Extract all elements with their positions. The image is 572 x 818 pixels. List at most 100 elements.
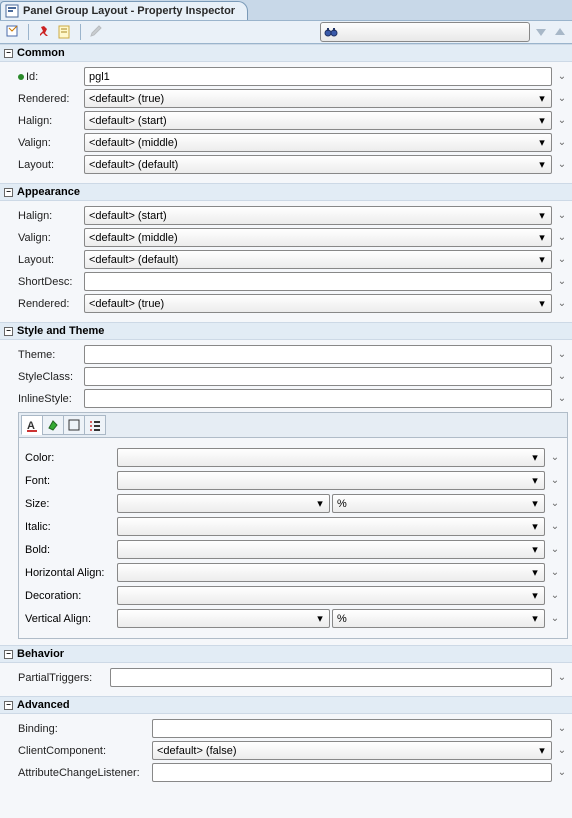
chevron-down-icon: ▾ [535,253,549,267]
flyout-icon[interactable]: ⌄ [556,137,568,148]
flyout-icon[interactable]: ⌄ [549,521,561,532]
combo-layout[interactable]: <default> (default)▾ [84,155,552,174]
collapse-icon[interactable]: − [4,49,13,58]
flyout-icon[interactable]: ⌄ [556,298,568,309]
flyout-icon[interactable]: ⌄ [556,672,568,683]
style-tab-box[interactable] [63,415,85,435]
pin-icon[interactable] [35,23,53,41]
flyout-icon[interactable]: ⌄ [556,371,568,382]
style-tab-font[interactable]: A [21,415,43,435]
section-header-advanced[interactable]: − Advanced [0,696,572,714]
section-header-behavior[interactable]: − Behavior [0,645,572,663]
separator [28,24,29,40]
flyout-icon[interactable]: ⌄ [556,71,568,82]
label-rendered: Rendered: [18,298,80,310]
pencil-icon[interactable] [87,23,105,41]
input-shortdesc[interactable] [84,272,552,291]
edit-icon[interactable] [4,23,22,41]
combo-halign[interactable]: <default> (start)▾ [84,111,552,130]
combo-color[interactable]: ▾ [117,448,545,467]
combo-rendered[interactable]: <default> (true)▾ [84,294,552,313]
section-body-behavior: PartialTriggers: ⌄ [0,663,572,696]
flyout-icon[interactable]: ⌄ [549,475,561,486]
tab-title: Panel Group Layout - Property Inspector [23,5,235,17]
flyout-icon[interactable]: ⌄ [549,544,561,555]
label-color: Color: [25,452,113,464]
style-tab-list[interactable] [84,415,106,435]
flyout-icon[interactable]: ⌄ [549,498,561,509]
chevron-down-icon: ▾ [528,543,542,557]
input-attrchange[interactable] [152,763,552,782]
search-box[interactable] [320,22,530,42]
property-inspector-panel: Panel Group Layout - Property Inspector [0,0,572,818]
collapse-icon[interactable]: − [4,327,13,336]
flyout-icon[interactable]: ⌄ [556,767,568,778]
flyout-icon[interactable]: ⌄ [556,393,568,404]
toolbar [0,20,572,44]
combo-valign[interactable]: <default> (middle)▾ [84,133,552,152]
section-header-appearance[interactable]: − Appearance [0,183,572,201]
input-binding[interactable] [152,719,552,738]
flyout-icon[interactable]: ⌄ [556,349,568,360]
flyout-icon[interactable]: ⌄ [556,115,568,126]
style-tab-background[interactable] [42,415,64,435]
note-icon[interactable] [56,23,74,41]
flyout-icon[interactable]: ⌄ [549,567,561,578]
flyout-icon[interactable]: ⌄ [556,210,568,221]
label-italic: Italic: [25,521,113,533]
section-body-style: Theme: ⌄ StyleClass: ⌄ InlineStyle: ⌄ A [0,340,572,645]
content-area: − Common Id: pgl1 ⌄ Rendered: <default> … [0,44,572,818]
chevron-down-icon: ▾ [313,612,327,626]
flyout-icon[interactable]: ⌄ [556,159,568,170]
combo-valign-value[interactable]: ▾ [117,609,330,628]
label-id: Id: [18,71,80,83]
combo-layout[interactable]: <default> (default)▾ [84,250,552,269]
label-rendered: Rendered: [18,93,80,105]
combo-rendered[interactable]: <default> (true)▾ [84,89,552,108]
flyout-icon[interactable]: ⌄ [549,613,561,624]
down-arrow-icon[interactable] [533,24,549,40]
up-arrow-icon[interactable] [552,24,568,40]
combo-halign[interactable]: ▾ [117,563,545,582]
combo-size-unit[interactable]: %▾ [332,494,545,513]
combo-decoration[interactable]: ▾ [117,586,545,605]
label-partialtriggers: PartialTriggers: [18,672,106,684]
flyout-icon[interactable]: ⌄ [549,590,561,601]
input-partialtriggers[interactable] [110,668,552,687]
combo-halign[interactable]: <default> (start)▾ [84,206,552,225]
flyout-icon[interactable]: ⌄ [556,232,568,243]
label-halign: Halign: [18,115,80,127]
combo-valign-unit[interactable]: %▾ [332,609,545,628]
input-styleclass[interactable] [84,367,552,386]
flyout-icon[interactable]: ⌄ [556,254,568,265]
combo-valign[interactable]: <default> (middle)▾ [84,228,552,247]
chevron-down-icon: ▾ [528,520,542,534]
section-header-style[interactable]: − Style and Theme [0,322,572,340]
chevron-down-icon: ▾ [535,136,549,150]
flyout-icon[interactable]: ⌄ [556,276,568,287]
collapse-icon[interactable]: − [4,650,13,659]
combo-font[interactable]: ▾ [117,471,545,490]
flyout-icon[interactable]: ⌄ [556,93,568,104]
combo-italic[interactable]: ▾ [117,517,545,536]
section-title: Appearance [17,186,80,198]
search-input[interactable] [339,25,527,39]
chevron-down-icon: ▾ [535,209,549,223]
combo-size-value[interactable]: ▾ [117,494,330,513]
label-binding: Binding: [18,723,148,735]
collapse-icon[interactable]: − [4,188,13,197]
tab-property-inspector[interactable]: Panel Group Layout - Property Inspector [0,1,248,20]
label-layout: Layout: [18,254,80,266]
input-theme[interactable] [84,345,552,364]
flyout-icon[interactable]: ⌄ [549,452,561,463]
combo-clientcomponent[interactable]: <default> (false)▾ [152,741,552,760]
flyout-icon[interactable]: ⌄ [556,745,568,756]
chevron-down-icon: ▾ [528,474,542,488]
input-id[interactable]: pgl1 [84,67,552,86]
section-header-common[interactable]: − Common [0,44,572,62]
input-inlinestyle[interactable] [84,389,552,408]
flyout-icon[interactable]: ⌄ [556,723,568,734]
label-valign: Vertical Align: [25,613,113,625]
combo-bold[interactable]: ▾ [117,540,545,559]
collapse-icon[interactable]: − [4,701,13,710]
